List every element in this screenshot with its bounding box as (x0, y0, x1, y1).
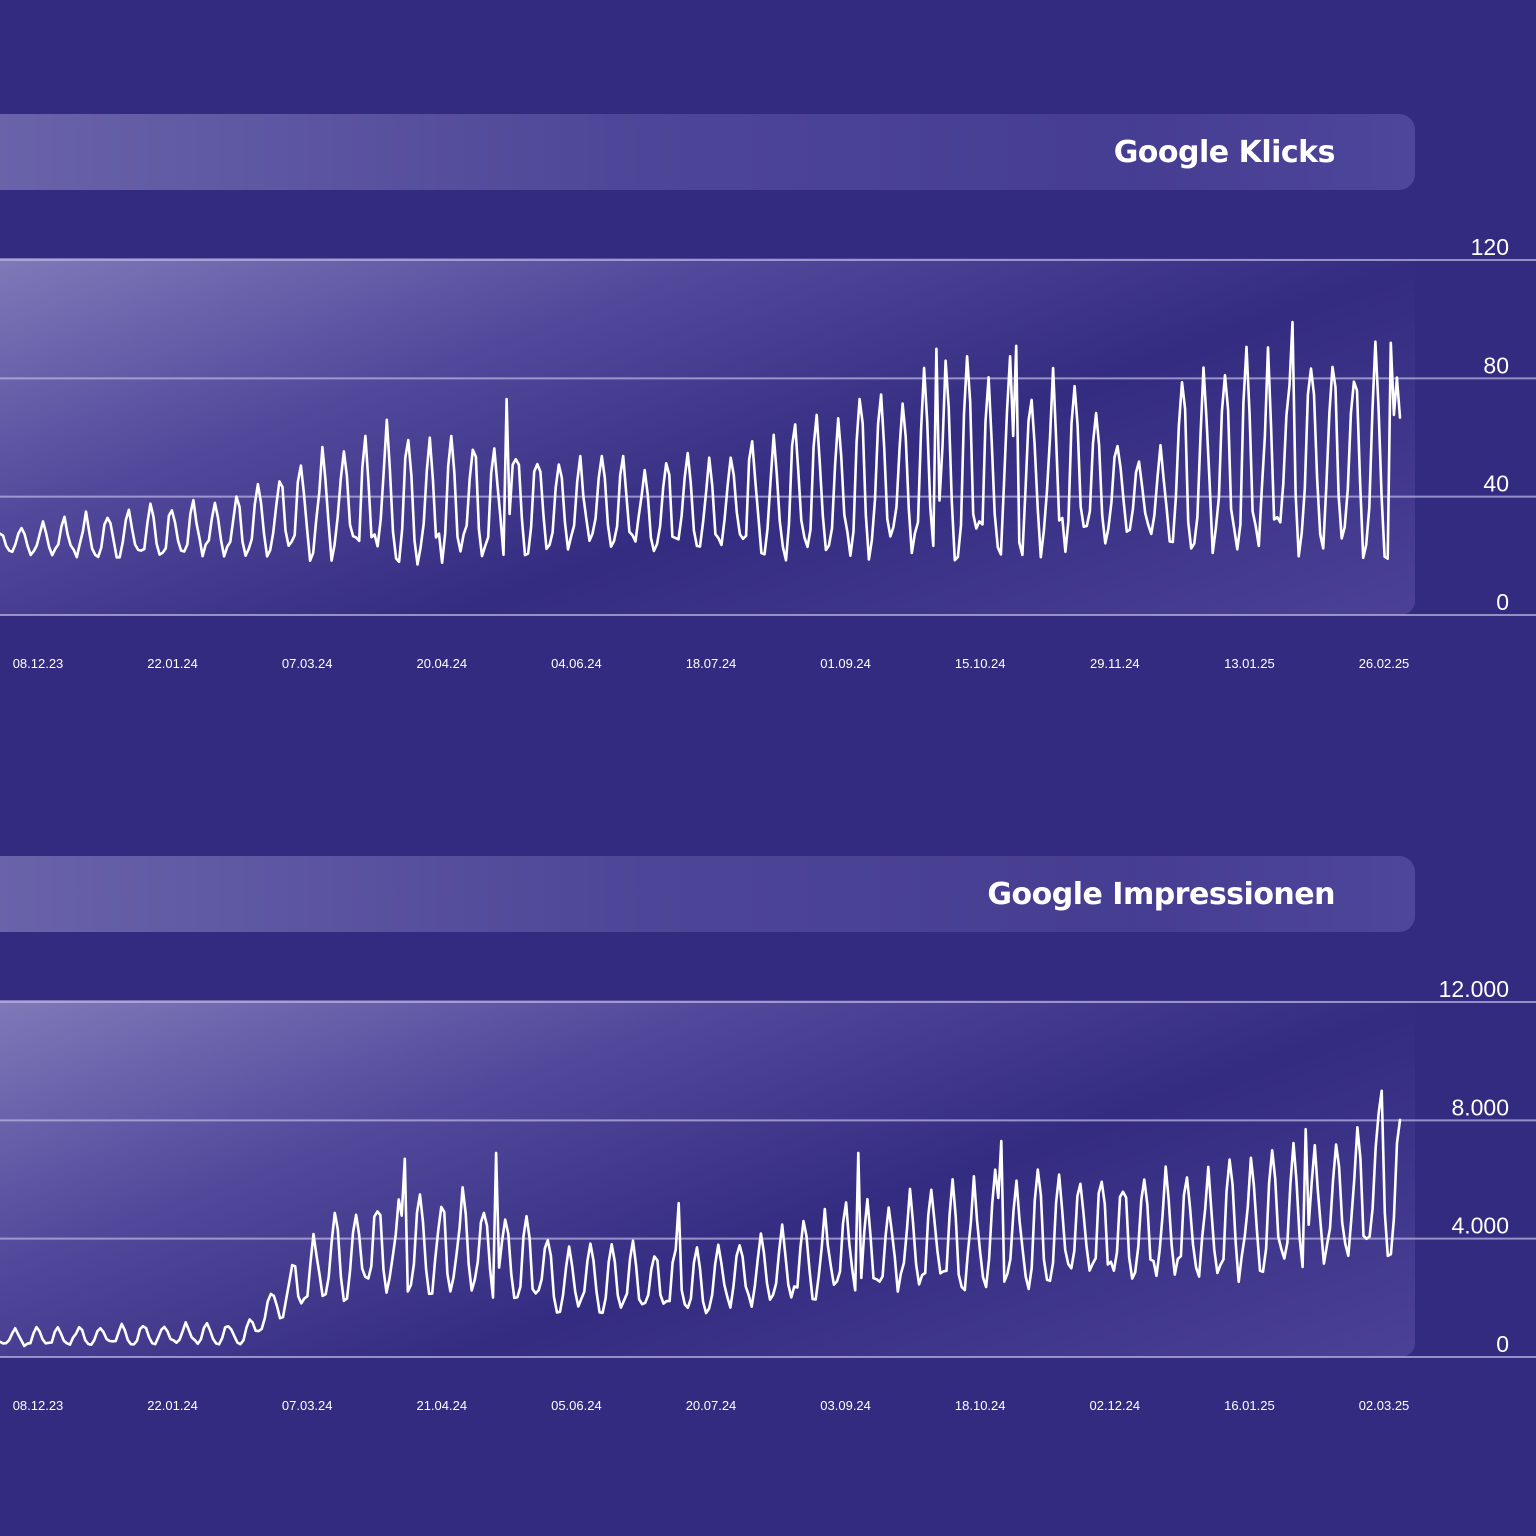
series-line (0, 320, 1402, 566)
klicks-plot: 0 40 80 120 08.12.23 22.01.24 07.03.24 20.04.24… (0, 234, 1536, 671)
x-tick-label: 20.04.24 (416, 656, 467, 671)
x-tick-label: 20.07.24 (686, 1398, 737, 1413)
x-tick-label: 18.07.24 (686, 656, 737, 671)
x-tick-label: 05.06.24 (551, 1398, 602, 1413)
x-tick-label: 07.03.24 (282, 656, 333, 671)
impressionen-title-bar: Google Impressionen (0, 856, 1415, 932)
x-tick-label: 02.03.25 (1359, 1398, 1410, 1413)
impressionen-chart-title: Google Impressionen (987, 877, 1335, 912)
y-tick-label: 8.000 (1451, 1094, 1509, 1120)
impressionen-chart: Google Impressionen 0 4.000 8.000 12.000 08.… (0, 852, 1536, 1432)
x-tick-label: 03.09.24 (820, 1398, 871, 1413)
impressionen-plot: 0 4.000 8.000 12.000 08.12.23 22.01.24 07.03.2… (0, 976, 1536, 1413)
y-tick-label: 80 (1483, 352, 1509, 378)
x-tick-label: 08.12.23 (13, 656, 64, 671)
y-tick-label: 40 (1483, 471, 1509, 497)
y-tick-label: 4.000 (1451, 1213, 1509, 1239)
x-tick-label: 08.12.23 (13, 1398, 64, 1413)
series-line (0, 1089, 1402, 1348)
klicks-title-bar: Google Klicks (0, 114, 1415, 190)
impressionen-plot-background (0, 1000, 1415, 1357)
x-tick-label: 21.04.24 (416, 1398, 467, 1413)
x-tick-label: 07.03.24 (282, 1398, 333, 1413)
klicks-chart-title: Google Klicks (1113, 135, 1336, 170)
x-tick-label: 02.12.24 (1089, 1398, 1140, 1413)
x-tick-label: 22.01.24 (147, 1398, 198, 1413)
y-tick-label: 12.000 (1439, 976, 1509, 1002)
x-tick-label: 01.09.24 (820, 656, 871, 671)
x-tick-label: 22.01.24 (147, 656, 198, 671)
x-tick-label: 26.02.25 (1359, 656, 1410, 671)
x-tick-label: 04.06.24 (551, 656, 602, 671)
y-tick-label: 120 (1471, 234, 1509, 260)
x-tick-label: 16.01.25 (1224, 1398, 1275, 1413)
y-tick-label: 0 (1496, 1331, 1509, 1357)
x-tick-label: 18.10.24 (955, 1398, 1006, 1413)
x-tick-label: 13.01.25 (1224, 656, 1275, 671)
klicks-chart: Google Klicks 0 40 80 120 08.12.23 22.01.24 07… (0, 110, 1536, 690)
y-tick-label: 0 (1496, 589, 1509, 615)
x-tick-label: 15.10.24 (955, 656, 1006, 671)
x-tick-label: 29.11.24 (1090, 656, 1140, 671)
